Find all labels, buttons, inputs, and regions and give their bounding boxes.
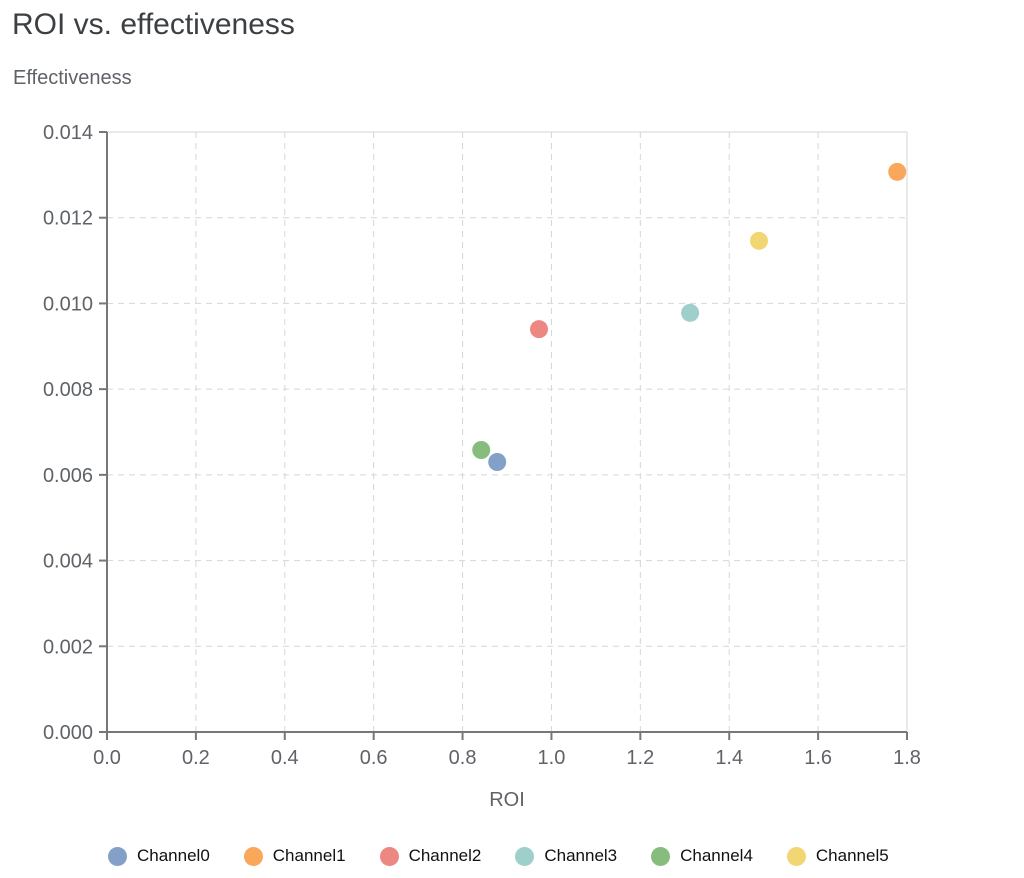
legend-label: Channel1: [272, 846, 346, 865]
x-tick-label: 0.0: [93, 747, 121, 769]
x-axis-label: ROI: [489, 789, 525, 811]
x-tick-label: 0.2: [182, 747, 210, 769]
x-tick-label: 1.0: [538, 747, 566, 769]
legend: Channel0 Channel1 Channel2 Channel3 Channel4…: [108, 846, 923, 866]
legend-swatch: [108, 846, 127, 866]
data-point-channel2: [530, 320, 548, 339]
y-tick-label: 0.012: [43, 208, 93, 230]
y-tick-label: 0.002: [43, 636, 93, 658]
legend-item-channel0[interactable]: Channel0: [108, 846, 210, 866]
legend-swatch: [651, 846, 671, 866]
legend-swatch: [515, 846, 535, 866]
y-tick-label: 0.004: [43, 551, 93, 573]
x-tick-label: 0.8: [449, 747, 477, 769]
y-tick-label: 0.010: [43, 293, 93, 315]
data-point-channel5: [750, 231, 768, 250]
legend-swatch: [243, 846, 263, 866]
data-point-channel4: [472, 441, 491, 459]
y-tick-label: 0.000: [43, 722, 93, 744]
x-tick-label: 1.6: [804, 747, 832, 769]
legend-label: Channel3: [544, 846, 618, 865]
legend-swatch: [379, 846, 399, 866]
legend-label: Channel5: [815, 846, 889, 865]
y-axis-label: Effectiveness: [13, 67, 132, 89]
data-point-channel1: [888, 162, 907, 181]
x-tick-label: 1.2: [626, 747, 654, 769]
x-tick-label: 0.4: [271, 747, 299, 769]
legend-label: Channel4: [680, 846, 753, 865]
chart-title: ROI vs. effectiveness: [12, 8, 295, 41]
y-tick-label: 0.006: [43, 465, 93, 487]
data-point-channel0: [488, 453, 507, 471]
data-point-channel3: [681, 303, 700, 322]
legend-swatch: [786, 846, 806, 866]
y-tick-label: 0.014: [43, 122, 93, 144]
legend-label: Channel0: [137, 846, 210, 865]
legend-label: Channel2: [408, 846, 482, 865]
legend-item-channel2[interactable]: Channel2: [379, 846, 482, 866]
y-tick-label: 0.008: [43, 379, 93, 401]
legend-item-channel4[interactable]: Channel4: [651, 846, 753, 866]
legend-item-channel3[interactable]: Channel3: [515, 846, 617, 866]
x-tick-label: 1.8: [893, 747, 921, 769]
legend-item-channel5[interactable]: Channel5: [786, 846, 889, 866]
x-tick-label: 0.6: [360, 747, 388, 769]
legend-item-channel1[interactable]: Channel1: [243, 846, 346, 866]
x-tick-label: 1.4: [715, 747, 743, 769]
